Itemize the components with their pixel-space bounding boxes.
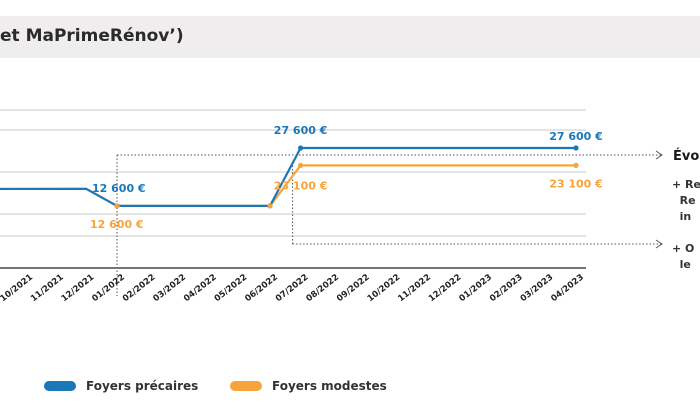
page-title: et MaPrimeRénov’) <box>0 26 184 46</box>
side-panel-item-2: + O le <box>672 242 695 271</box>
x-tick-label: 12/2022 <box>427 272 464 304</box>
data-label: 23 100 € <box>549 177 603 190</box>
data-label: 12 600 € <box>90 218 144 231</box>
data-point <box>267 203 273 209</box>
data-point <box>573 145 579 151</box>
x-tick-label: 08/2022 <box>304 272 341 304</box>
x-tick-label: 04/2023 <box>549 272 586 304</box>
x-tick-label: 07/2022 <box>274 272 311 304</box>
legend-swatch-precaires <box>44 381 76 391</box>
legend-label-modestes: Foyers modestes <box>272 379 387 393</box>
data-point <box>298 145 304 151</box>
data-label: 12 600 € <box>92 182 146 195</box>
leader-arrow-icon <box>655 239 663 249</box>
legend-swatch-modestes <box>230 381 262 391</box>
data-label: 27 600 € <box>274 124 328 137</box>
x-tick-label: 11/2022 <box>396 272 433 304</box>
legend-item-modestes: Foyers modestes <box>230 378 387 394</box>
x-tick-label: 03/2023 <box>519 272 556 304</box>
x-tick-label: 03/2022 <box>151 272 188 304</box>
data-point <box>573 162 579 168</box>
x-tick-label: 05/2022 <box>213 272 250 304</box>
x-tick-label: 02/2023 <box>488 272 525 304</box>
x-tick-label: 04/2022 <box>182 272 219 304</box>
x-tick-label: 10/2021 <box>0 272 35 304</box>
x-tick-label: 12/2021 <box>60 272 97 304</box>
data-label: 23 100 € <box>274 179 328 192</box>
legend-label-precaires: Foyers précaires <box>86 379 199 393</box>
x-tick-label: 01/2022 <box>90 272 127 304</box>
data-point <box>114 203 120 209</box>
series-line-precaires <box>0 146 578 207</box>
data-point <box>298 162 304 168</box>
x-tick-label: 06/2022 <box>243 272 280 304</box>
side-panel-item-1: + Re Re in <box>672 178 700 223</box>
x-tick-label: 02/2022 <box>121 272 158 304</box>
legend-item-precaires: Foyers précaires <box>44 378 198 394</box>
data-label: 27 600 € <box>549 130 603 143</box>
x-tick-label: 09/2022 <box>335 272 372 304</box>
title-band <box>0 16 700 58</box>
x-tick-label: 11/2021 <box>29 272 66 304</box>
x-tick-label: 01/2023 <box>457 272 494 304</box>
x-tick-label: 10/2022 <box>366 272 403 304</box>
leader-arrow-icon <box>655 150 663 160</box>
side-panel-title: Évo <box>673 149 700 164</box>
